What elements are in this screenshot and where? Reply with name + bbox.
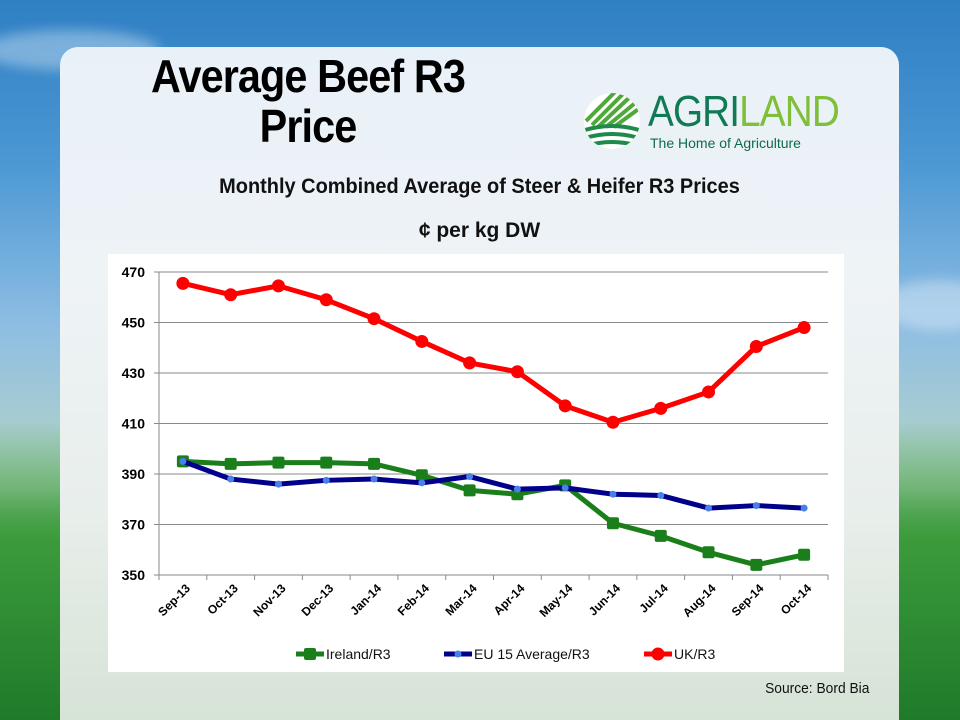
x-tick-label: Apr-14 <box>491 581 528 618</box>
x-tick-label: Jan-14 <box>347 581 384 618</box>
y-tick-label: 410 <box>122 416 146 432</box>
data-point <box>274 480 282 488</box>
y-tick-label: 450 <box>122 315 146 331</box>
logo-tagline: The Home of Agriculture <box>650 135 801 151</box>
data-point <box>609 490 617 498</box>
x-tick-label: Sep-14 <box>729 581 767 619</box>
y-tick-label: 430 <box>122 365 146 381</box>
data-point <box>510 365 524 379</box>
legend-label: UK/R3 <box>674 646 715 662</box>
data-point <box>368 457 381 470</box>
slide-title: Average Beef R3 Price <box>128 47 488 151</box>
legend-item: Ireland/R3 <box>296 646 391 662</box>
data-point <box>606 415 620 429</box>
series-line <box>182 280 806 425</box>
data-point <box>415 469 428 482</box>
chart-area: 350 370 390 410 430 450 470 Sep-13 Oct-13 Nov-13… <box>108 254 844 672</box>
data-point <box>179 457 187 465</box>
data-point <box>561 484 569 492</box>
data-point <box>367 312 381 326</box>
data-point <box>176 276 190 290</box>
data-point <box>513 485 521 493</box>
y-axis-ticks: 350 370 390 410 430 450 470 <box>122 264 159 583</box>
chart-subtitle: Monthly Combined Average of Steer & Heif… <box>219 175 740 198</box>
data-point <box>224 457 237 470</box>
series-eu-15-average-r3 <box>179 457 808 512</box>
source-note: Source: Bord Bia <box>764 680 869 697</box>
data-point <box>702 546 715 559</box>
data-point <box>558 399 572 413</box>
agriland-globe-icon <box>584 93 640 149</box>
legend-item: UK/R3 <box>644 646 715 662</box>
title-line-1: Average Beef R3 <box>150 50 466 102</box>
legend-label: EU 15 Average/R3 <box>474 646 590 662</box>
data-point <box>752 502 760 510</box>
y-tick-label: 470 <box>122 264 146 280</box>
data-point <box>651 647 665 661</box>
logo-land: LAND <box>739 87 840 136</box>
data-point <box>702 385 716 399</box>
data-point <box>224 288 238 302</box>
series-ireland-r3 <box>176 455 811 571</box>
data-point <box>654 529 667 542</box>
x-tick-label: Oct-13 <box>204 581 241 618</box>
data-point <box>800 504 808 512</box>
data-point <box>463 356 477 370</box>
data-point <box>657 491 665 499</box>
data-point <box>320 456 333 469</box>
data-point <box>272 456 285 469</box>
legend-label: Ireland/R3 <box>326 646 391 662</box>
data-point <box>322 476 330 484</box>
data-point <box>454 650 462 658</box>
data-point <box>705 504 713 512</box>
y-tick-label: 350 <box>122 567 146 583</box>
x-tick-label: Feb-14 <box>395 581 432 618</box>
data-point <box>418 479 426 487</box>
series-line <box>182 458 805 568</box>
x-tick-label: May-14 <box>537 581 576 620</box>
y-tick-label: 370 <box>122 517 146 533</box>
data-point <box>304 648 316 660</box>
data-point <box>227 475 235 483</box>
data-point <box>463 484 476 497</box>
grass-background <box>0 420 70 720</box>
data-point <box>319 293 333 307</box>
series-line <box>182 459 805 511</box>
data-point <box>415 334 429 348</box>
x-tick-label: Aug-14 <box>680 581 719 620</box>
data-point <box>749 339 763 353</box>
x-axis-ticks: Sep-13 Oct-13 Nov-13 Dec-13 Jan-14 Feb-14 Mar-… <box>155 575 829 620</box>
y-tick-label: 390 <box>122 466 146 482</box>
x-tick-label: Mar-14 <box>442 581 479 618</box>
data-point <box>606 517 619 530</box>
slide-panel: Average Beef R3 Price <box>60 47 899 720</box>
chart-unit: ¢ per kg DW <box>418 219 541 242</box>
series-lines <box>176 276 811 571</box>
gridlines <box>158 271 828 576</box>
data-point <box>798 548 811 561</box>
x-tick-label: Sep-13 <box>155 581 193 619</box>
line-chart: 350 370 390 410 430 450 470 Sep-13 Oct-13 Nov-13… <box>122 264 829 662</box>
data-point <box>750 558 763 571</box>
title-line-2: Price <box>259 100 358 152</box>
x-tick-label: Dec-13 <box>299 581 337 619</box>
x-tick-label: Jun-14 <box>586 581 623 618</box>
x-tick-label: Oct-14 <box>778 581 815 618</box>
logo-agri: AGRI <box>648 87 740 136</box>
data-point <box>466 473 474 481</box>
legend-item: EU 15 Average/R3 <box>444 646 590 662</box>
data-point <box>797 321 811 335</box>
chart-legend: Ireland/R3 EU 15 Average/R3 UK/R3 <box>296 646 715 662</box>
grass-background <box>890 420 960 720</box>
data-point <box>271 279 285 293</box>
x-tick-label: Nov-13 <box>250 581 288 619</box>
x-tick-label: Jul-14 <box>636 581 671 616</box>
series-uk-r3 <box>176 276 811 429</box>
data-point <box>654 401 668 415</box>
agriland-logo: AGRILAND The Home of Agriculture <box>580 89 860 159</box>
logo-wordmark: AGRILAND <box>648 87 840 136</box>
data-point <box>370 475 378 483</box>
